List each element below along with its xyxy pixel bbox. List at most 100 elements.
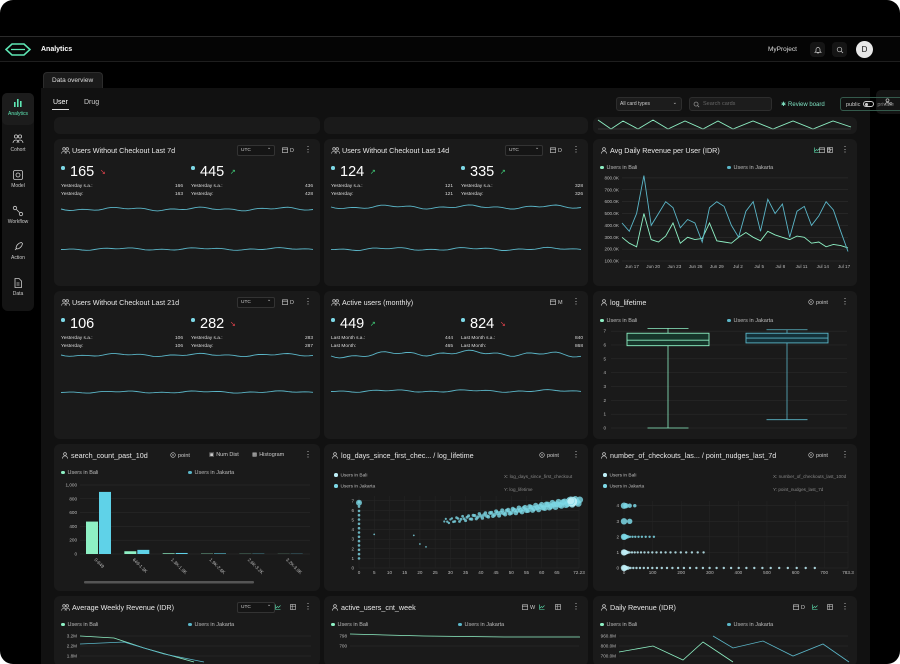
timezone-select[interactable]: UTC ⌄ <box>237 297 275 308</box>
more-options-icon[interactable]: ⋮ <box>572 297 580 306</box>
bar-bali[interactable] <box>124 551 137 554</box>
visibility-toggle[interactable]: public private <box>840 97 900 111</box>
avatar[interactable]: D <box>856 41 873 58</box>
review-board-button[interactable]: ✱ Review board <box>781 101 825 108</box>
search-icon[interactable] <box>832 42 847 57</box>
num-dist-toggle[interactable]: ▣ Num Dist <box>209 452 239 458</box>
trend-up-icon: ↗ <box>369 169 376 176</box>
calendar-icon <box>550 147 556 153</box>
x-tick-label: 783.3 <box>842 570 854 575</box>
more-options-icon[interactable]: ⋮ <box>841 145 849 154</box>
tab-drug[interactable]: Drug <box>84 99 100 106</box>
mode-select[interactable]: point <box>808 452 828 459</box>
timezone-select[interactable]: UTC ⌄ <box>505 145 543 156</box>
bar-jakarta[interactable] <box>99 491 111 554</box>
search-cards-input[interactable]: Search cards <box>689 97 772 111</box>
scatter-point <box>665 566 669 570</box>
period-select[interactable]: W <box>522 604 535 611</box>
legend-jakarta[interactable]: Users in Jakarta <box>458 622 504 628</box>
trend-down-icon: ↘ <box>99 169 106 176</box>
legend-dot-icon <box>727 318 731 322</box>
period-select[interactable]: D <box>550 147 562 154</box>
line-chart-toggle[interactable] <box>814 147 820 155</box>
period-select[interactable]: M <box>550 299 563 306</box>
sidebar-item-workflow[interactable]: Workflow <box>2 201 34 233</box>
table-toggle[interactable] <box>555 604 561 612</box>
tab-data-overview[interactable]: Data overview <box>43 72 104 88</box>
timezone-select[interactable]: UTC ⌄ <box>237 602 275 613</box>
more-options-icon[interactable]: ⋮ <box>304 450 312 459</box>
x-tick-label: 60 <box>539 570 545 575</box>
mode-select[interactable]: point <box>170 452 190 459</box>
app-logo[interactable] <box>5 43 31 56</box>
card-type-select[interactable]: All card types ⌄ <box>616 97 682 111</box>
sidebar-item-action[interactable]: Action <box>2 237 34 269</box>
sidebar-item-model[interactable]: Model <box>2 165 34 197</box>
line-chart-toggle[interactable] <box>812 604 818 612</box>
legend-bali[interactable]: Users in Bali <box>603 473 636 479</box>
mode-select[interactable]: point <box>808 299 828 306</box>
mode-value: point <box>816 300 828 306</box>
card-type-value: All card types <box>620 101 651 107</box>
bar-bali[interactable] <box>162 553 175 554</box>
more-options-icon[interactable]: ⋮ <box>304 602 312 611</box>
more-options-icon[interactable]: ⋮ <box>572 450 580 459</box>
legend-jakarta[interactable]: Users in Jakarta <box>603 484 644 490</box>
tab-user[interactable]: User <box>52 99 69 110</box>
line-chart-icon <box>812 604 818 610</box>
card-title-text: Avg Daily Revenue per User (IDR) <box>610 146 720 155</box>
scatter-point <box>660 566 663 570</box>
legend-bali[interactable]: Users in Bali <box>61 622 98 628</box>
chart-card: Avg Daily Revenue per User (IDR)⋮DUsers … <box>593 139 857 286</box>
sidebar-item-analytics[interactable]: Analytics <box>2 93 34 125</box>
bar-chart-icon <box>14 99 22 107</box>
legend-bali[interactable]: Users in Bali <box>61 470 98 476</box>
legend-bali[interactable]: Users in Bali <box>331 622 368 628</box>
bar-jakarta[interactable] <box>214 553 226 554</box>
legend-jakarta[interactable]: Users in Jakarta <box>727 318 773 324</box>
legend-jakarta[interactable]: Users in Jakarta <box>727 622 773 628</box>
more-options-icon[interactable]: ⋮ <box>841 602 849 611</box>
bar-bali[interactable] <box>86 521 98 554</box>
sidebar-item-data[interactable]: Data <box>2 273 34 305</box>
bar-jakarta[interactable] <box>175 552 188 554</box>
bar-jakarta[interactable] <box>137 549 150 554</box>
more-options-icon[interactable]: ⋮ <box>304 297 312 306</box>
sparkline <box>60 390 314 394</box>
more-options-icon[interactable]: ⋮ <box>572 602 580 611</box>
histogram-toggle[interactable]: ▩ Histogram <box>252 452 284 458</box>
line-chart-icon <box>814 147 820 153</box>
mode-select[interactable]: point <box>539 452 559 459</box>
legend-bali[interactable]: Users in Bali <box>600 318 637 324</box>
table-toggle[interactable] <box>827 604 833 612</box>
bell-icon[interactable] <box>810 42 825 57</box>
legend-bali[interactable]: Users in Bali <box>600 622 637 628</box>
line-chart-toggle[interactable] <box>275 604 281 612</box>
table-toggle[interactable] <box>827 147 833 155</box>
more-options-icon[interactable]: ⋮ <box>304 145 312 154</box>
table-toggle[interactable] <box>290 604 296 612</box>
more-options-icon[interactable]: ⋮ <box>572 145 580 154</box>
scatter-point <box>419 543 421 545</box>
legend-jakarta[interactable]: Users in Jakarta <box>334 484 375 490</box>
timezone-select[interactable]: UTC ⌄ <box>237 145 275 156</box>
project-switcher[interactable]: MyProject <box>768 46 797 53</box>
card-title: Average Weekly Revenue (IDR) <box>61 603 174 612</box>
more-options-icon[interactable]: ⋮ <box>841 450 849 459</box>
comparison-label: Yesterday s.a.: <box>61 336 93 341</box>
scatter-point <box>786 566 789 570</box>
legend-jakarta[interactable]: Users in Jakarta <box>727 165 773 171</box>
legend-bali[interactable]: Users in Bali <box>600 165 637 171</box>
legend-jakarta[interactable]: Users in Jakarta <box>188 470 234 476</box>
box-bali[interactable] <box>626 332 710 347</box>
period-select[interactable]: D <box>282 147 294 154</box>
line-chart-toggle[interactable] <box>539 604 545 612</box>
legend-jakarta[interactable]: Users in Jakarta <box>188 622 234 628</box>
scrollbar[interactable] <box>84 581 254 584</box>
legend-bali[interactable]: Users in Bali <box>334 473 367 479</box>
more-options-icon[interactable]: ⋮ <box>841 297 849 306</box>
period-select[interactable]: D <box>282 299 294 306</box>
sidebar-item-cohort[interactable]: Cohort <box>2 129 34 161</box>
period-select[interactable]: D <box>793 604 805 611</box>
legend-label: Users in Jakarta <box>733 165 774 171</box>
